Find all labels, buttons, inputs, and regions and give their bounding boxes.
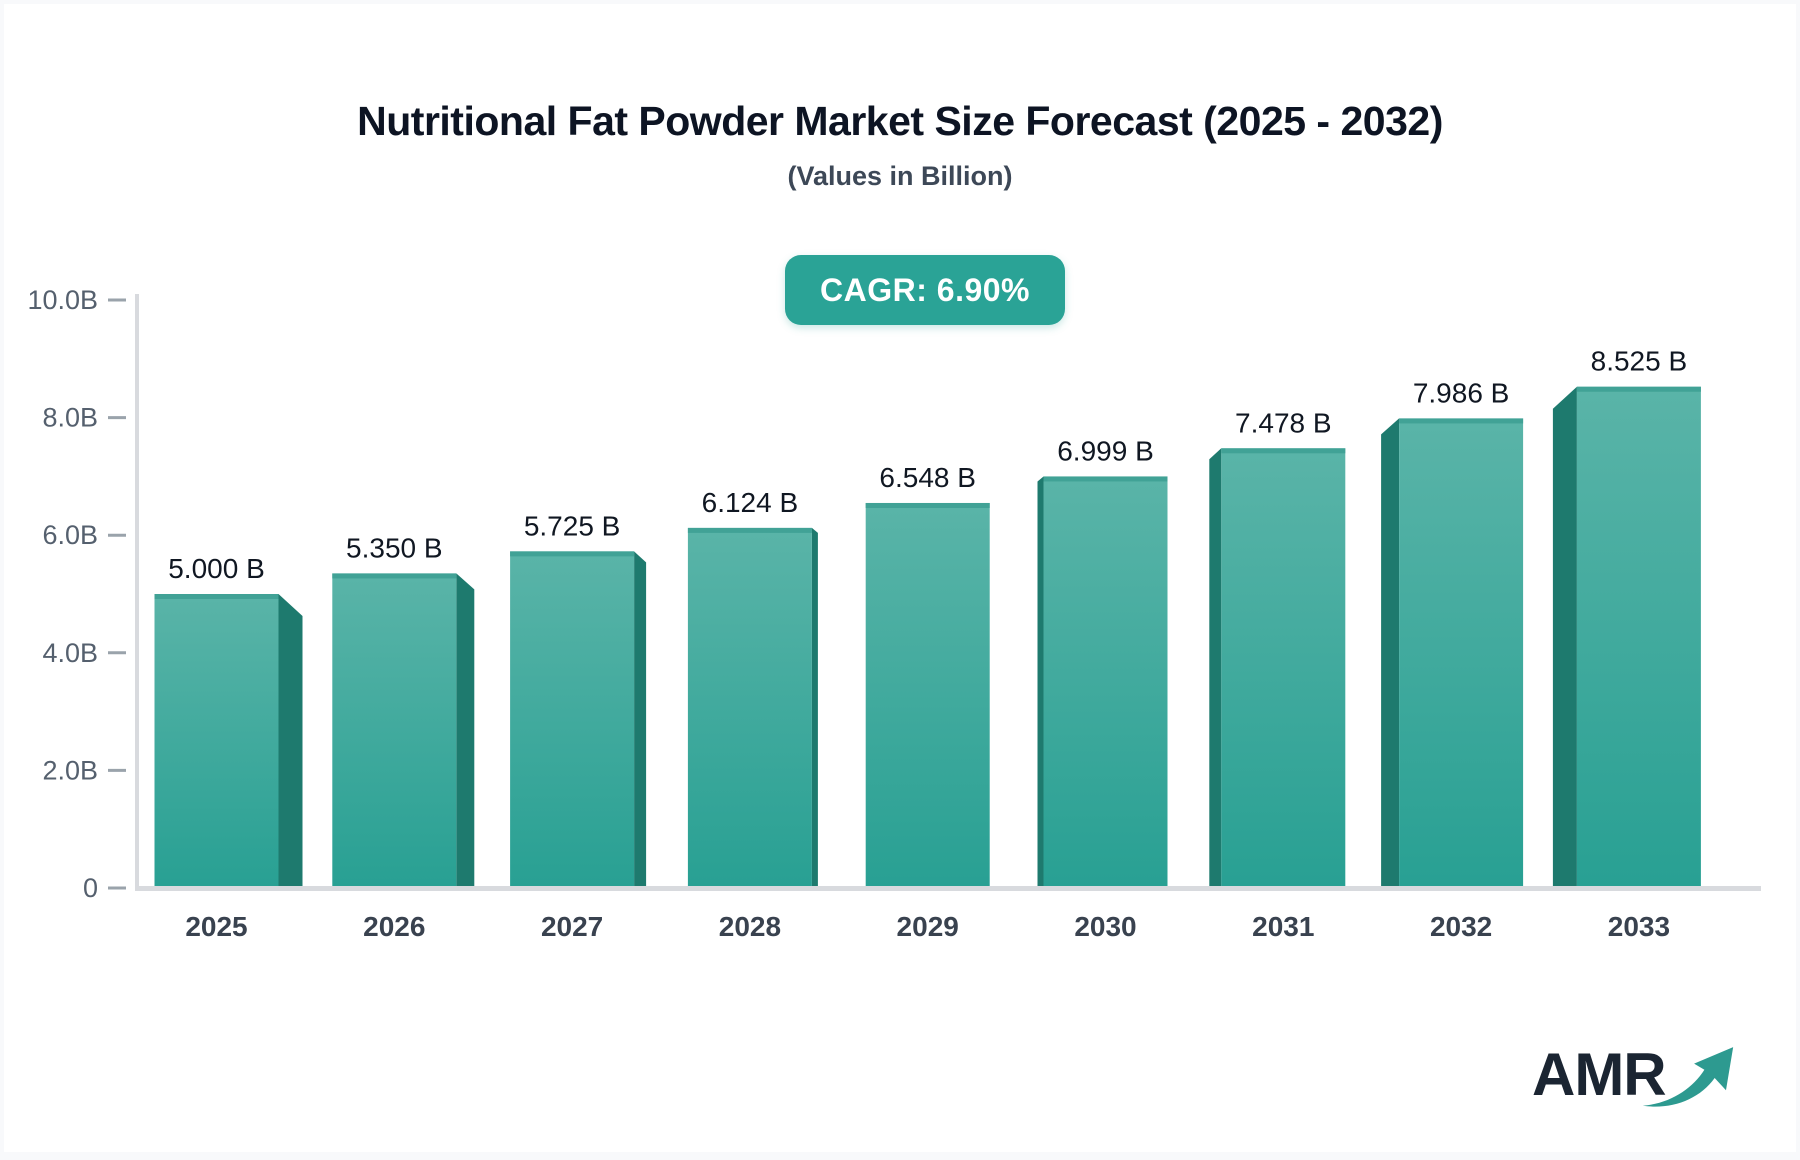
x-tick-label: 2027 [541,911,603,942]
bar-value-label: 7.986 B [1413,377,1510,408]
bar-2031 [1221,448,1345,888]
bar-top-edge [1044,476,1168,481]
bar-top-edge [688,528,812,533]
cagr-badge-label: CAGR: 6.90% [820,272,1030,309]
y-tick-label: 6.0B [42,520,98,550]
bar-2032 [1399,418,1523,888]
x-tick-label: 2026 [363,911,425,942]
bar-value-label: 5.000 B [168,553,265,584]
x-tick-label: 2032 [1430,911,1492,942]
bar-top-edge [155,594,279,599]
bar-top-edge [866,503,990,508]
x-tick-label: 2031 [1252,911,1314,942]
bar-2033 [1577,387,1701,888]
bar-top-edge [510,551,634,556]
x-axis-line [135,886,1761,891]
bar-2028 [688,528,812,888]
chart-title: Nutritional Fat Powder Market Size Forec… [4,98,1796,145]
x-tick-label: 2033 [1608,911,1670,942]
y-tick-label: 4.0B [42,638,98,668]
growth-arrow-icon [1634,1042,1746,1116]
bar-side-2031 [1209,448,1221,888]
bar-value-label: 6.124 B [702,487,799,518]
x-tick-label: 2025 [185,911,247,942]
x-tick-label: 2030 [1074,911,1136,942]
chart-header: Nutritional Fat Powder Market Size Forec… [4,98,1796,192]
bar-side-2032 [1381,418,1399,888]
bar-side-2030 [1038,476,1044,888]
bar-top-edge [332,573,456,578]
bar-side-2027 [634,551,646,888]
bar-value-label: 5.350 B [346,532,443,563]
bar-side-2028 [812,528,818,888]
bar-side-2026 [456,573,474,888]
x-tick-label: 2029 [897,911,959,942]
y-tick-label: 10.0B [27,285,98,315]
amr-logo: AMR [1532,1040,1762,1130]
bar-2026 [332,573,456,888]
bar-2030 [1044,476,1168,888]
bar-2029 [866,503,990,888]
bar-value-label: 5.725 B [524,510,621,541]
bar-side-2025 [279,594,303,888]
cagr-badge: CAGR: 6.90% [785,255,1065,325]
bar-value-label: 7.478 B [1235,407,1332,438]
bar-2027 [510,551,634,888]
bar-side-2033 [1553,387,1577,888]
bar-top-edge [1221,448,1345,453]
bar-value-label: 6.548 B [879,462,976,493]
bar-2025 [155,594,279,888]
chart-subtitle: (Values in Billion) [4,161,1796,192]
y-tick-label: 0 [83,873,98,903]
bar-top-edge [1399,418,1523,423]
chart-card: 0 2.0B 4.0B 6.0B 8.0B 10.0B 5.000 B 2025 5.350 B… [4,4,1796,1152]
y-tick-label: 2.0B [42,755,98,785]
y-axis-line [135,294,139,890]
bar-value-label: 8.525 B [1591,346,1688,377]
y-tick-label: 8.0B [42,403,98,433]
bar-top-edge [1577,387,1701,392]
bar-value-label: 6.999 B [1057,435,1154,466]
x-tick-label: 2028 [719,911,781,942]
